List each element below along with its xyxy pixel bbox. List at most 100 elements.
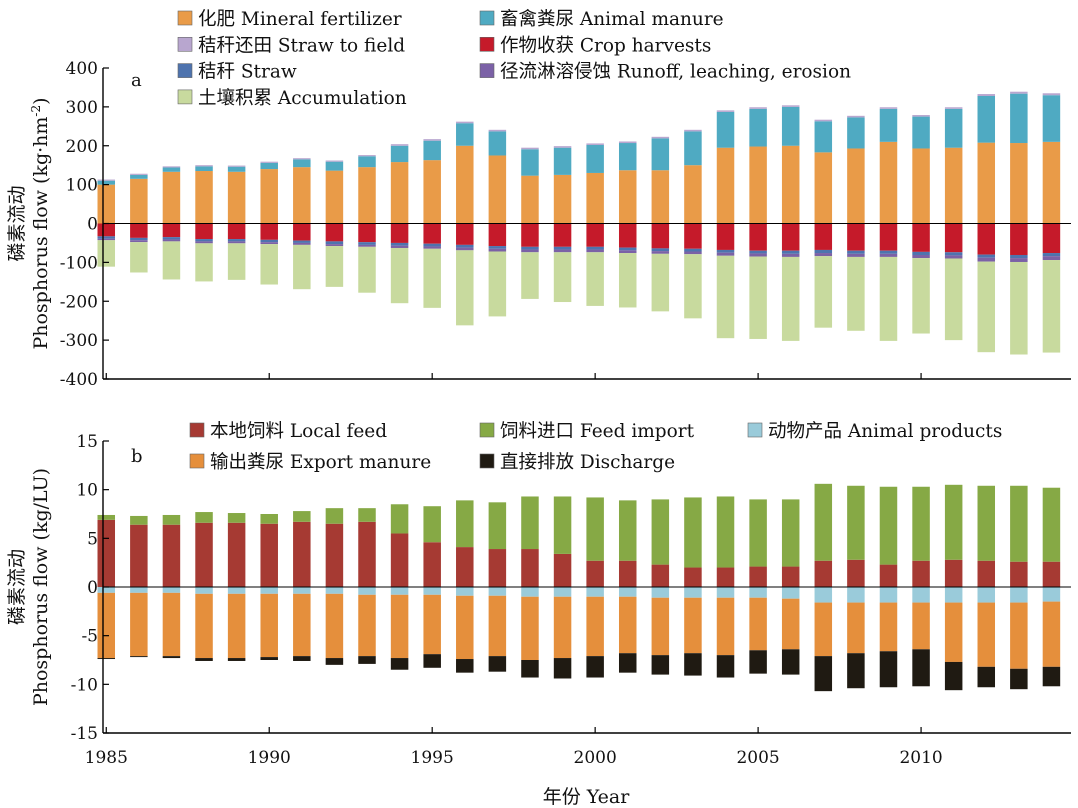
bar-segment	[488, 131, 507, 156]
bar-segment	[1010, 668, 1028, 690]
legend-swatch	[177, 36, 193, 52]
bar-segment	[618, 560, 637, 587]
bar-segment	[293, 511, 311, 522]
bar-segment	[260, 239, 278, 243]
bar-segment	[716, 252, 735, 256]
bar-segment	[651, 251, 670, 254]
bar-segment	[814, 253, 833, 257]
bar-segment	[912, 223, 930, 252]
bar-segment	[456, 244, 474, 248]
bar-segment	[553, 496, 572, 554]
bar-segment	[260, 161, 278, 163]
bar-segment	[814, 602, 833, 657]
legend-swatch	[479, 453, 495, 469]
bar-segment	[977, 602, 996, 667]
bar-segment	[195, 239, 213, 242]
y-axis-title-close: )	[30, 97, 52, 104]
bar-segment	[749, 256, 767, 339]
bar-segment	[618, 596, 637, 654]
bar-segment	[586, 587, 604, 597]
bar-segment	[781, 105, 800, 107]
bar-segment	[130, 178, 148, 224]
bar-segment	[260, 223, 278, 240]
bar-segment	[684, 497, 702, 568]
bar-segment	[358, 223, 376, 243]
legend-label: 秸秆还田 Straw to field	[198, 35, 405, 56]
bar-segment	[586, 596, 604, 657]
legend-swatch	[479, 63, 495, 78]
bar-segment	[781, 223, 800, 251]
bar-segment	[390, 587, 409, 595]
bar-segment	[716, 110, 735, 112]
bar-segment	[227, 658, 246, 661]
bar-segment	[944, 108, 963, 148]
bar-segment	[195, 241, 213, 244]
bar-segment	[195, 171, 213, 224]
bar-segment	[1042, 256, 1061, 261]
bar-segment	[618, 170, 637, 224]
bar-segment	[358, 242, 376, 245]
bar-segment	[684, 254, 702, 319]
bar-segment	[684, 653, 702, 676]
panel-a: -400 -300 -200 -100 0 100 200 300 400 a 磷素流动 Phosph…	[6, 9, 1071, 390]
bar-segment	[553, 249, 572, 253]
bar-segment	[195, 243, 213, 282]
legend-swatch	[479, 422, 495, 438]
bar-segment	[814, 121, 833, 153]
bar-segment	[390, 145, 409, 163]
bar-segment	[586, 656, 604, 678]
bar-segment	[586, 252, 604, 306]
bar-segment	[1042, 141, 1061, 224]
bar-segment	[879, 253, 898, 257]
bar-segment	[488, 549, 507, 587]
bar-segment	[651, 223, 670, 249]
bar-segment	[1042, 587, 1061, 602]
bar-segment	[97, 514, 116, 520]
bar-segment	[423, 160, 441, 224]
bar-segment	[651, 253, 670, 312]
bar-segment	[879, 651, 898, 688]
bar-segment	[781, 145, 800, 224]
bar-segment	[586, 249, 604, 253]
bar-segment	[488, 155, 507, 224]
bar-segment	[1010, 93, 1028, 144]
bar-segment	[162, 171, 181, 224]
y-axis-title-en: Phosphorus flow (kg·hm-2)	[29, 97, 52, 349]
bar-segment	[293, 158, 311, 160]
bar-segment	[358, 656, 376, 664]
bar-segment	[684, 567, 702, 587]
y-tick-label: 5	[87, 529, 98, 549]
bar-segment	[130, 592, 148, 657]
bar-segment	[130, 223, 148, 238]
bar-segment	[716, 255, 735, 339]
bar-segment	[879, 141, 898, 224]
bar-segment	[977, 261, 996, 353]
bar-segment	[488, 246, 507, 249]
bar-segment	[130, 240, 148, 243]
bar-segment	[358, 156, 376, 168]
bar-segment	[358, 521, 376, 587]
bar-segment	[749, 587, 767, 598]
bar-segment	[456, 223, 474, 245]
bar-segment	[390, 223, 409, 243]
bar-segment	[912, 560, 930, 587]
bar-segment	[847, 253, 865, 257]
bar-segment	[325, 593, 344, 659]
bar-segment	[553, 174, 572, 224]
x-tick-label: 1995	[411, 748, 454, 768]
bar-segment	[162, 592, 181, 657]
y-tick-label: -15	[71, 724, 98, 744]
bar-segment	[97, 658, 116, 660]
bar-segment	[651, 248, 670, 252]
bar-segment	[195, 166, 213, 172]
bar-segment	[977, 666, 996, 688]
bar-segment	[618, 653, 637, 673]
bar-segment	[1010, 561, 1028, 587]
bar-segment	[651, 136, 670, 139]
panel-b: -15 -10 -5 0 5 10 15 1985 1990 1995 2000 2005 2010 b 磷…	[6, 421, 1071, 768]
bar-segment	[1042, 95, 1061, 142]
bar-segment	[456, 250, 474, 326]
bar-segment	[1042, 561, 1061, 587]
bar-segment	[195, 658, 213, 661]
bar-segment	[162, 241, 181, 280]
